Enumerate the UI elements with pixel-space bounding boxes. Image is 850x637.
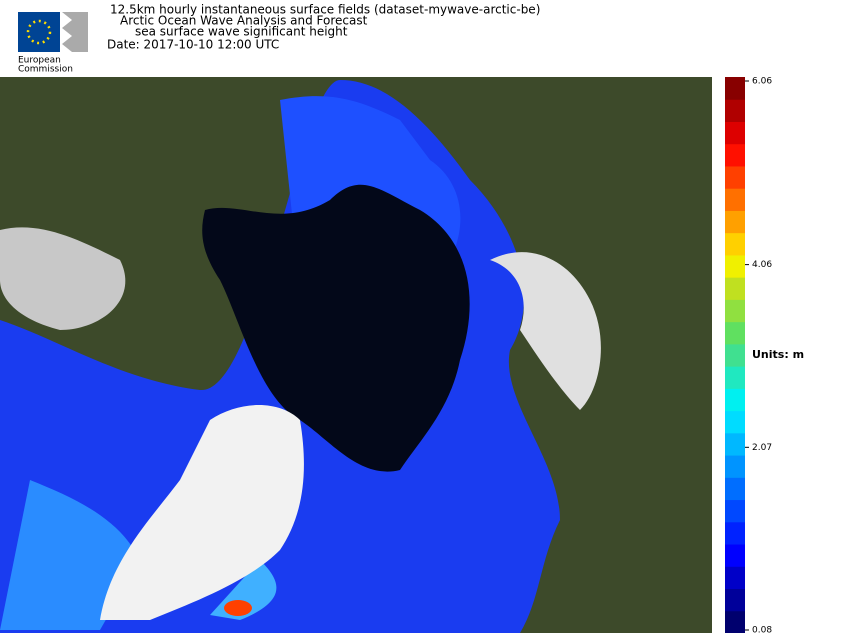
snow <box>490 252 601 410</box>
colorbar-tick-label: 4.06 <box>752 260 772 270</box>
map <box>0 77 712 633</box>
logo-text: Commission <box>18 65 73 75</box>
logo: European Commission <box>18 12 88 75</box>
colorbar-segment <box>725 566 745 590</box>
colorbar-segment <box>725 410 745 434</box>
colorbar-segment <box>725 366 745 389</box>
logo-text: European <box>18 56 61 66</box>
units-label: Units: m <box>752 348 804 361</box>
sea-ice <box>202 184 470 472</box>
colorbar-segment <box>725 388 745 412</box>
colorbar-segment <box>725 299 745 323</box>
ocean <box>0 480 140 630</box>
title: 12.5km hourly instantaneous surface fiel… <box>110 3 540 17</box>
colorbar-segment <box>725 277 745 300</box>
colorbar-segment <box>725 499 745 523</box>
eu-stars <box>26 19 52 45</box>
colorbar-segment <box>725 143 745 167</box>
colorbar-segment <box>725 544 745 567</box>
greenland <box>100 405 304 620</box>
eu-flag <box>18 12 60 52</box>
colorbar-tick-label: 6.06 <box>752 77 772 87</box>
colorbar-segment <box>725 121 745 145</box>
wave-peak <box>224 600 252 616</box>
colorbar-tick-label: 2.07 <box>752 443 772 453</box>
colorbar-segment <box>725 77 745 100</box>
colorbar-segment <box>725 188 745 211</box>
colorbar: 6.06 4.06 2.07 0.08 <box>725 77 772 636</box>
colorbar-segment <box>725 165 745 189</box>
colorbar-segment <box>725 99 745 122</box>
title: sea surface wave significant height <box>135 25 348 39</box>
colorbar-segment <box>725 254 745 278</box>
colorbar-segment <box>725 232 745 256</box>
colorbar-segment <box>725 588 745 612</box>
colorbar-segment <box>725 432 745 456</box>
colorbar-tick-label: 0.08 <box>752 626 772 634</box>
colorbar-segment <box>725 477 745 501</box>
colorbar-segment <box>725 210 745 234</box>
colorbar-segment <box>725 343 745 367</box>
colorbar-segment <box>725 455 745 478</box>
colorbar-segment <box>725 521 745 545</box>
colorbar-segment <box>725 321 745 345</box>
snow <box>0 227 126 330</box>
date: Date: 2017-10-10 12:00 UTC <box>107 38 279 52</box>
title: Arctic Ocean Wave Analysis and Forecast <box>120 14 368 28</box>
logo-building <box>62 12 88 52</box>
colorbar-segment <box>725 610 745 634</box>
